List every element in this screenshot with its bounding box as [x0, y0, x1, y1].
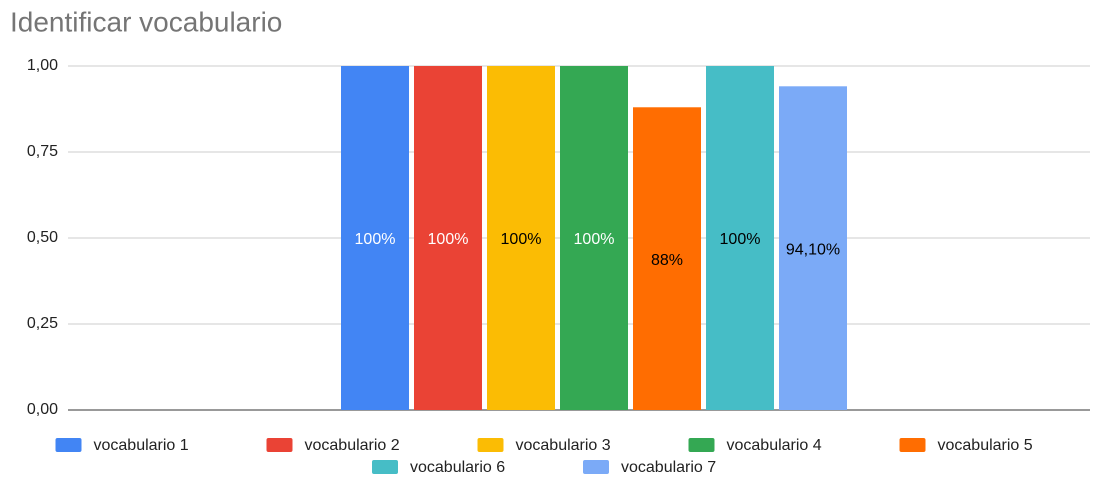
data-label: 100%: [355, 231, 396, 248]
y-tick-label: 0,00: [27, 401, 58, 418]
bar: [341, 66, 409, 410]
legend-swatch: [266, 438, 293, 452]
legend-swatch: [372, 460, 398, 474]
legend-label: vocabulario 7: [621, 459, 716, 476]
bar: [779, 86, 847, 411]
legend-swatch: [688, 438, 715, 452]
data-label: 88%: [651, 252, 683, 269]
data-label: 100%: [501, 231, 542, 248]
legend-label: vocabulario 3: [516, 437, 611, 454]
y-tick-label: 0,50: [27, 229, 58, 246]
bar: [706, 66, 774, 410]
y-tick-label: 1,00: [27, 57, 58, 74]
y-tick-label: 0,75: [27, 143, 58, 160]
bar: [560, 66, 628, 410]
legend-label: vocabulario 6: [410, 459, 505, 476]
bar: [414, 66, 482, 410]
data-label: 100%: [574, 231, 615, 248]
y-tick-label: 0,25: [27, 315, 58, 332]
legend-label: vocabulario 4: [727, 437, 822, 454]
legend-swatch: [899, 438, 926, 452]
legend-label: vocabulario 5: [938, 437, 1033, 454]
data-label: 94,10%: [786, 241, 840, 258]
legend-label: vocabulario 1: [94, 437, 189, 454]
chart-title: Identificar vocabulario: [10, 6, 282, 37]
legend-swatch: [583, 460, 609, 474]
legend-swatch: [55, 438, 82, 452]
legend-swatch: [477, 438, 504, 452]
legend-label: vocabulario 2: [305, 437, 400, 454]
data-label: 100%: [720, 231, 761, 248]
bar: [633, 107, 701, 410]
bar: [487, 66, 555, 410]
data-label: 100%: [428, 231, 469, 248]
